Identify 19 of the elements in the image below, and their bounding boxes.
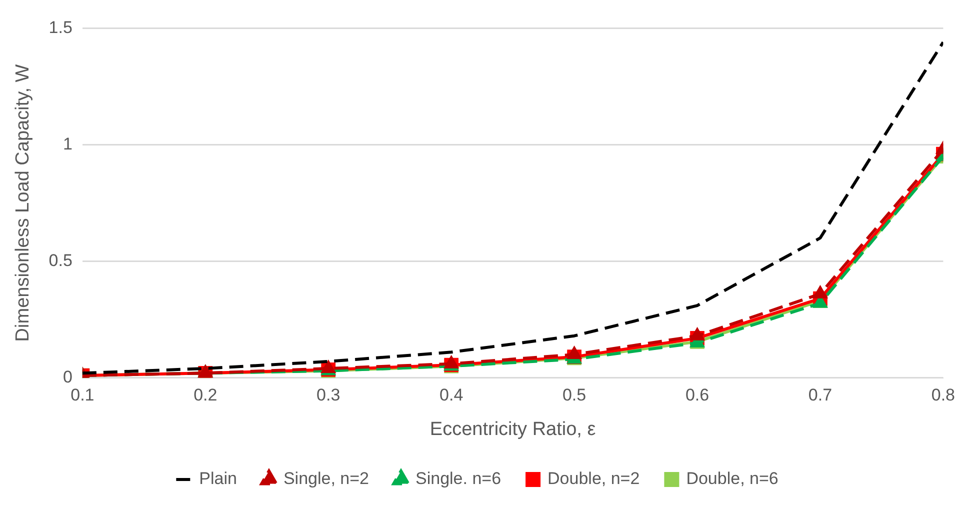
legend-label: Plain	[199, 469, 237, 488]
x-tick-label: 0.6	[685, 386, 710, 405]
y-tick-label: 1	[62, 134, 72, 154]
x-tick-label: 0.2	[194, 386, 218, 405]
x-axis-title: Eccentricity Ratio, ε	[430, 418, 596, 440]
legend-label: Single, n=2	[283, 469, 370, 488]
x-tick-label: 0.3	[316, 386, 340, 405]
x-tick-label: 0.8	[931, 386, 956, 405]
x-tick-label: 0.5	[562, 386, 586, 405]
legend-label: Double, n=6	[686, 469, 778, 488]
x-tick-label: 0.1	[70, 386, 94, 405]
y-axis-title: Dimensionless Load Capacity, W	[12, 64, 34, 342]
legend-label: Single. n=6	[415, 469, 502, 488]
y-tick-label: 0	[62, 367, 72, 386]
x-tick-label: 0.4	[440, 386, 464, 405]
y-tick-label: 1.5	[48, 18, 72, 37]
x-tick-label: 0.7	[808, 386, 832, 405]
legend-label: Double, n=2	[548, 469, 640, 488]
y-tick-label: 0.5	[48, 250, 72, 270]
